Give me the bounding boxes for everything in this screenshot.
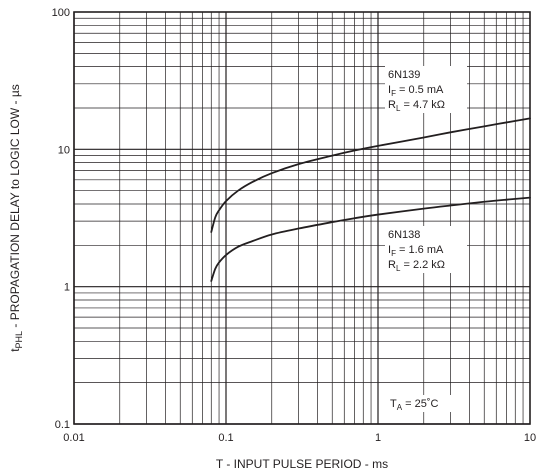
annotation-subscript: A — [397, 403, 403, 412]
annotation-background — [385, 66, 467, 113]
annotation-symbol: R — [388, 259, 396, 271]
annotation-value: = 0.5 mA — [396, 84, 444, 96]
y-tick-label: 10 — [58, 144, 70, 156]
annotation-subscript: L — [396, 104, 401, 113]
y-axis-label-subscript: PHL — [14, 331, 24, 349]
y-axis-label-rest: - PROPAGATION DELAY to LOGIC LOW - µs — [8, 84, 22, 331]
annotation-subscript: L — [396, 264, 401, 273]
plot-frame — [73, 11, 531, 425]
annotation-symbol: T — [390, 398, 397, 410]
annotation-symbol: I — [388, 84, 391, 96]
y-tick-label: 100 — [52, 7, 70, 19]
annotation-line: IF = 1.6 mA — [388, 244, 444, 258]
y-tick-label: 1 — [64, 282, 70, 294]
y-tick-label: 0.1 — [55, 419, 70, 431]
x-axis-label: T - INPUT PULSE PERIOD - ms — [216, 457, 388, 471]
annotation-value: = 1.6 mA — [396, 244, 444, 256]
annotation-value: = 4.7 kΩ — [400, 99, 445, 111]
annotation-line: TA = 25˚C — [390, 398, 439, 412]
annotation-value: = 25˚C — [402, 398, 438, 410]
x-tick-label: 0.01 — [63, 432, 84, 444]
annotation-line: IF = 0.5 mA — [388, 84, 444, 98]
y-axis-label-prefix: t — [8, 348, 22, 352]
series-line-6n139 — [210, 117, 531, 233]
y-axis-label: tPHL - PROPAGATION DELAY to LOGIC LOW - … — [8, 84, 24, 352]
x-tick-label: 0.1 — [218, 432, 233, 444]
series-line-6n138 — [210, 196, 531, 282]
annotation-value: = 2.2 kΩ — [400, 259, 445, 271]
series-layer — [210, 117, 531, 282]
annotation-line: RL = 4.7 kΩ — [388, 99, 445, 113]
x-tick-label: 1 — [375, 432, 381, 444]
annotation-symbol: R — [388, 99, 396, 111]
annotation-line: 6N138 — [388, 229, 420, 241]
annotation-background — [387, 395, 469, 412]
annotation-subscript: F — [391, 249, 396, 258]
annotation-subscript: F — [391, 89, 396, 98]
annotation-line: 6N139 — [388, 69, 420, 81]
annotation-line: RL = 2.2 kΩ — [388, 259, 445, 273]
x-tick-label: 10 — [524, 432, 536, 444]
annotation-background — [385, 226, 467, 273]
annotation-symbol: I — [388, 244, 391, 256]
